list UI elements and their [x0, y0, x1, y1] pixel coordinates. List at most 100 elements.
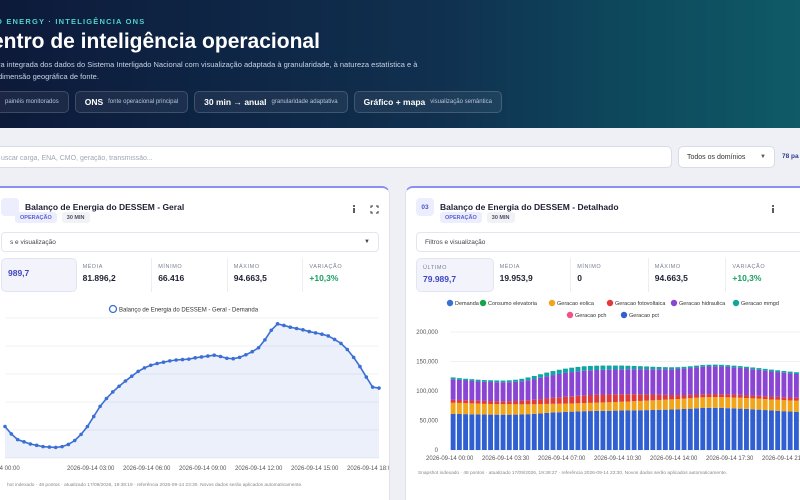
bar-segment [556, 373, 562, 398]
stat-mean: MÉDIA 19.953,9 [494, 258, 572, 292]
bar-segment [631, 394, 637, 402]
bar-segment [594, 394, 600, 403]
fullscreen-icon[interactable] [367, 202, 381, 216]
bar-segment [581, 370, 587, 396]
bar-segment [694, 408, 699, 450]
bar-segment [488, 403, 494, 415]
page-title: entro de inteligência operacional [0, 30, 320, 53]
bar-segment [531, 375, 537, 380]
data-point [110, 390, 115, 394]
bar-segment [644, 394, 650, 401]
data-point [15, 437, 20, 442]
bar-segment [706, 364, 712, 367]
bar-segment [506, 401, 512, 405]
bar-segment [475, 403, 481, 415]
x-tick-label: 2026-09-14 18:00 [347, 466, 390, 472]
y-tick-label: 50,000 [420, 419, 439, 425]
filters-toggle[interactable]: Filtros e visualização [416, 232, 800, 252]
bar-segment [519, 378, 525, 382]
bar-segment [594, 410, 600, 450]
legend-label: Geracao hidraulica [679, 301, 726, 307]
bar-segment [550, 371, 556, 376]
legend-label: Consumo elevatoria [488, 301, 538, 307]
data-point [28, 442, 33, 446]
bar-segment [787, 400, 793, 412]
stat-value: 94.663,5 [654, 273, 688, 283]
bar-segment [513, 381, 518, 401]
bar-segment [481, 381, 487, 401]
bar-segment [650, 394, 656, 401]
panel-header: 03 Balanço de Energia do DESSEM - Detalh… [416, 198, 619, 216]
bar-segment [694, 365, 699, 368]
bar-segment [656, 366, 662, 370]
bar-segment [762, 368, 768, 371]
panel-tags: OPERAÇÃO 30 MIN [15, 212, 90, 223]
bar-segment [719, 394, 724, 398]
filters-toggle[interactable]: s e visualização ▼ [1, 232, 379, 252]
bar-segment [550, 375, 556, 398]
search-input[interactable] [0, 148, 671, 169]
bar-segment [494, 401, 500, 405]
bar-segment [513, 379, 518, 382]
bar-segment [581, 366, 587, 371]
bar-segment [625, 410, 631, 450]
bar-segment [793, 374, 799, 398]
bar-segment [525, 414, 531, 450]
bar-segment [787, 397, 793, 401]
legend-label: Geracao pch [575, 313, 607, 319]
bar-segment [687, 368, 693, 395]
bar-segment [469, 403, 475, 415]
bar-segment [712, 397, 718, 408]
stat-min: MÍNIMO 0 [571, 258, 649, 292]
x-tick-label: 2026-09-14 03:30 [482, 456, 530, 462]
bar-segment [637, 366, 643, 370]
filters-label: s e visualização [10, 238, 56, 246]
bar-segment [556, 397, 562, 404]
stat-label: MÍNIMO [158, 264, 183, 270]
bar-segment [744, 366, 749, 369]
hero-banner: O ENERGY · INTELIGÊNCIA ONS entro de int… [0, 0, 800, 128]
bar-segment [488, 414, 494, 450]
x-tick-label: 2026-09-14 21: [762, 456, 800, 462]
data-point [351, 355, 356, 360]
legend-label: Geracao mmgd [741, 301, 779, 307]
bar-segment [494, 404, 500, 415]
bar-segment [506, 380, 512, 383]
bar-segment [600, 402, 606, 411]
info-icon[interactable] [766, 202, 780, 216]
bar-segment [706, 394, 712, 398]
bar-segment [469, 380, 475, 401]
bar-segment [662, 409, 668, 450]
stat-value: 66.416 [158, 273, 185, 283]
bar-segment [725, 366, 731, 395]
bar-segment [538, 374, 543, 378]
bar-segment [488, 401, 494, 404]
data-point [168, 359, 172, 363]
data-point [142, 366, 147, 370]
domain-select[interactable]: Todos os domínios ▼ [678, 146, 775, 168]
stat-value: 19.953,9 [499, 273, 533, 283]
bar-segment [619, 365, 625, 370]
panel-count: 78 pa [782, 153, 799, 160]
bar-segment [744, 408, 749, 450]
data-point [377, 386, 381, 390]
bar-segment [450, 377, 456, 380]
bar-segment [712, 407, 718, 450]
bar-segment [781, 372, 787, 398]
info-icon[interactable] [347, 202, 361, 216]
bar-segment [531, 404, 537, 414]
bar-segment [631, 365, 637, 370]
bar-segment [731, 408, 737, 450]
stat-value: 81.896,2 [82, 273, 116, 283]
bar-segment [687, 366, 693, 369]
data-point [225, 356, 229, 361]
bar-segment [675, 368, 681, 396]
bar-segment [544, 403, 550, 413]
bar-segment [781, 370, 787, 373]
bar-segment [725, 408, 731, 450]
bar-segment [731, 367, 737, 395]
data-point [53, 445, 58, 450]
bar-segment [700, 366, 706, 395]
chip-caption: granularidade adaptativa [271, 99, 338, 105]
stat-mean: MÉDIA 81.896,2 [77, 258, 153, 292]
